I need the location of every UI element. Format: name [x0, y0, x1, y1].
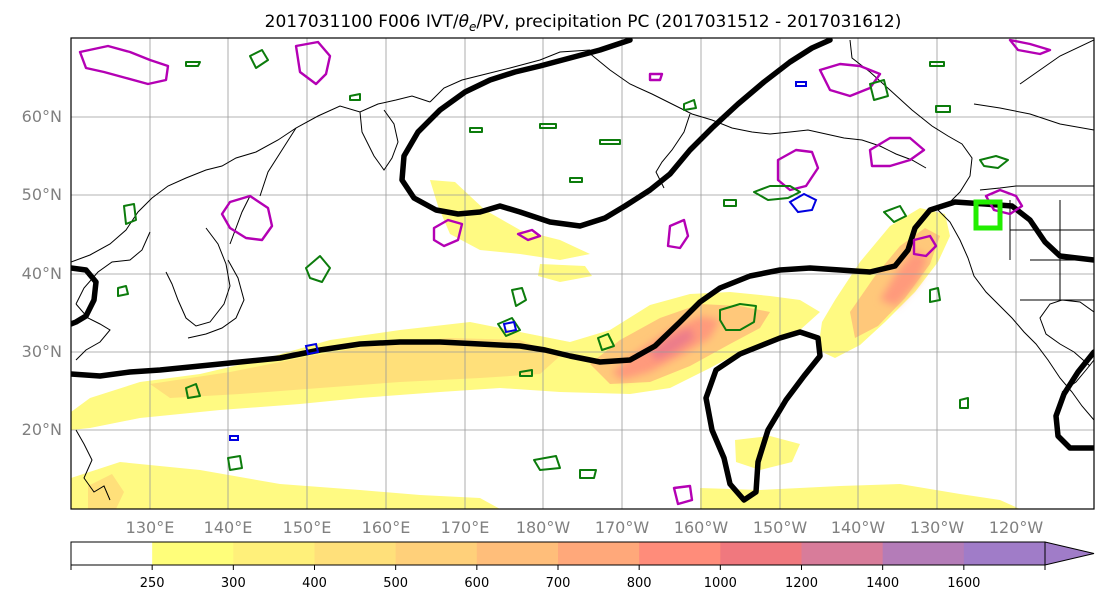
jet-contours: [71, 38, 1094, 503]
colorbar-cell: [639, 542, 721, 565]
colorbar-tick-label: 800: [627, 576, 652, 591]
lon-label-170w: 170°W: [595, 518, 650, 537]
lon-label-160e: 160°E: [362, 518, 411, 537]
figure-title: 2017031100 F006 IVT/θe/PV, precipitation…: [265, 12, 902, 34]
lon-label-150e: 150°E: [283, 518, 332, 537]
colorbar-tick-label: 1400: [866, 576, 899, 591]
colorbar-cell: [882, 542, 965, 565]
colorbar-tick-label: 300: [221, 576, 246, 591]
map-panel: [71, 38, 1094, 509]
lon-label-130e: 130°E: [126, 518, 175, 537]
lat-label-50n: 50°N: [22, 185, 62, 204]
colorbar-cells: [71, 542, 1046, 565]
pv-contours: [78, 38, 1052, 506]
lat-label-40n: 40°N: [22, 264, 62, 283]
longitude-labels: 130°E 140°E 150°E 160°E 170°E 180°W 170°…: [126, 518, 1044, 537]
colorbar-tick-label: 250: [140, 576, 165, 591]
colorbar-cell: [71, 542, 153, 565]
colorbar-tick-label: 1000: [704, 576, 737, 591]
colorbar-cell: [395, 542, 478, 565]
colorbar-cell: [720, 542, 802, 565]
colorbar-tick-label: 400: [302, 576, 327, 591]
colorbar-ticks: 250 300 400 500 600 700 800 1000 1200 1400 1600: [70, 565, 1046, 591]
lat-label-20n: 20°N: [22, 420, 62, 439]
map-frame: [70, 37, 1095, 510]
lon-label-120w: 120°W: [989, 518, 1044, 537]
lon-label-170e: 170°E: [441, 518, 490, 537]
theta-e-contours: [117, 49, 1009, 479]
colorbar-cell: [152, 542, 234, 565]
colorbar-tick-label: 1600: [947, 576, 980, 591]
ivt-shading: [71, 180, 1020, 509]
colorbar: 250 300 400 500 600 700 800 1000 1200 1400 1600: [70, 541, 1095, 591]
lon-label-140w: 140°W: [831, 518, 886, 537]
target-region-box: [973, 199, 1003, 231]
lon-label-150w: 150°W: [753, 518, 808, 537]
lat-label-60n: 60°N: [22, 107, 62, 126]
colorbar-cell: [801, 542, 884, 565]
colorbar-tick-label: 500: [383, 576, 408, 591]
colorbar-cell: [314, 542, 397, 565]
lon-label-130w: 130°W: [910, 518, 965, 537]
lat-label-30n: 30°N: [22, 342, 62, 361]
colorbar-tick-label: 1200: [785, 576, 818, 591]
lon-label-140e: 140°E: [204, 518, 253, 537]
colorbar-cell: [963, 542, 1046, 565]
lon-label-180w: 180°W: [516, 518, 571, 537]
colorbar-cell: [476, 542, 559, 565]
colorbar-tick-label: 600: [464, 576, 489, 591]
colorbar-cell: [233, 542, 315, 565]
blue-contours: [229, 81, 818, 441]
colorbar-tick-label: 700: [546, 576, 571, 591]
colorbar-extend-arrow: [1044, 541, 1095, 566]
colorbar-cell: [558, 542, 640, 565]
latitude-labels: 60°N 50°N 40°N 30°N 20°N: [22, 107, 62, 439]
lon-label-160w: 160°W: [674, 518, 729, 537]
